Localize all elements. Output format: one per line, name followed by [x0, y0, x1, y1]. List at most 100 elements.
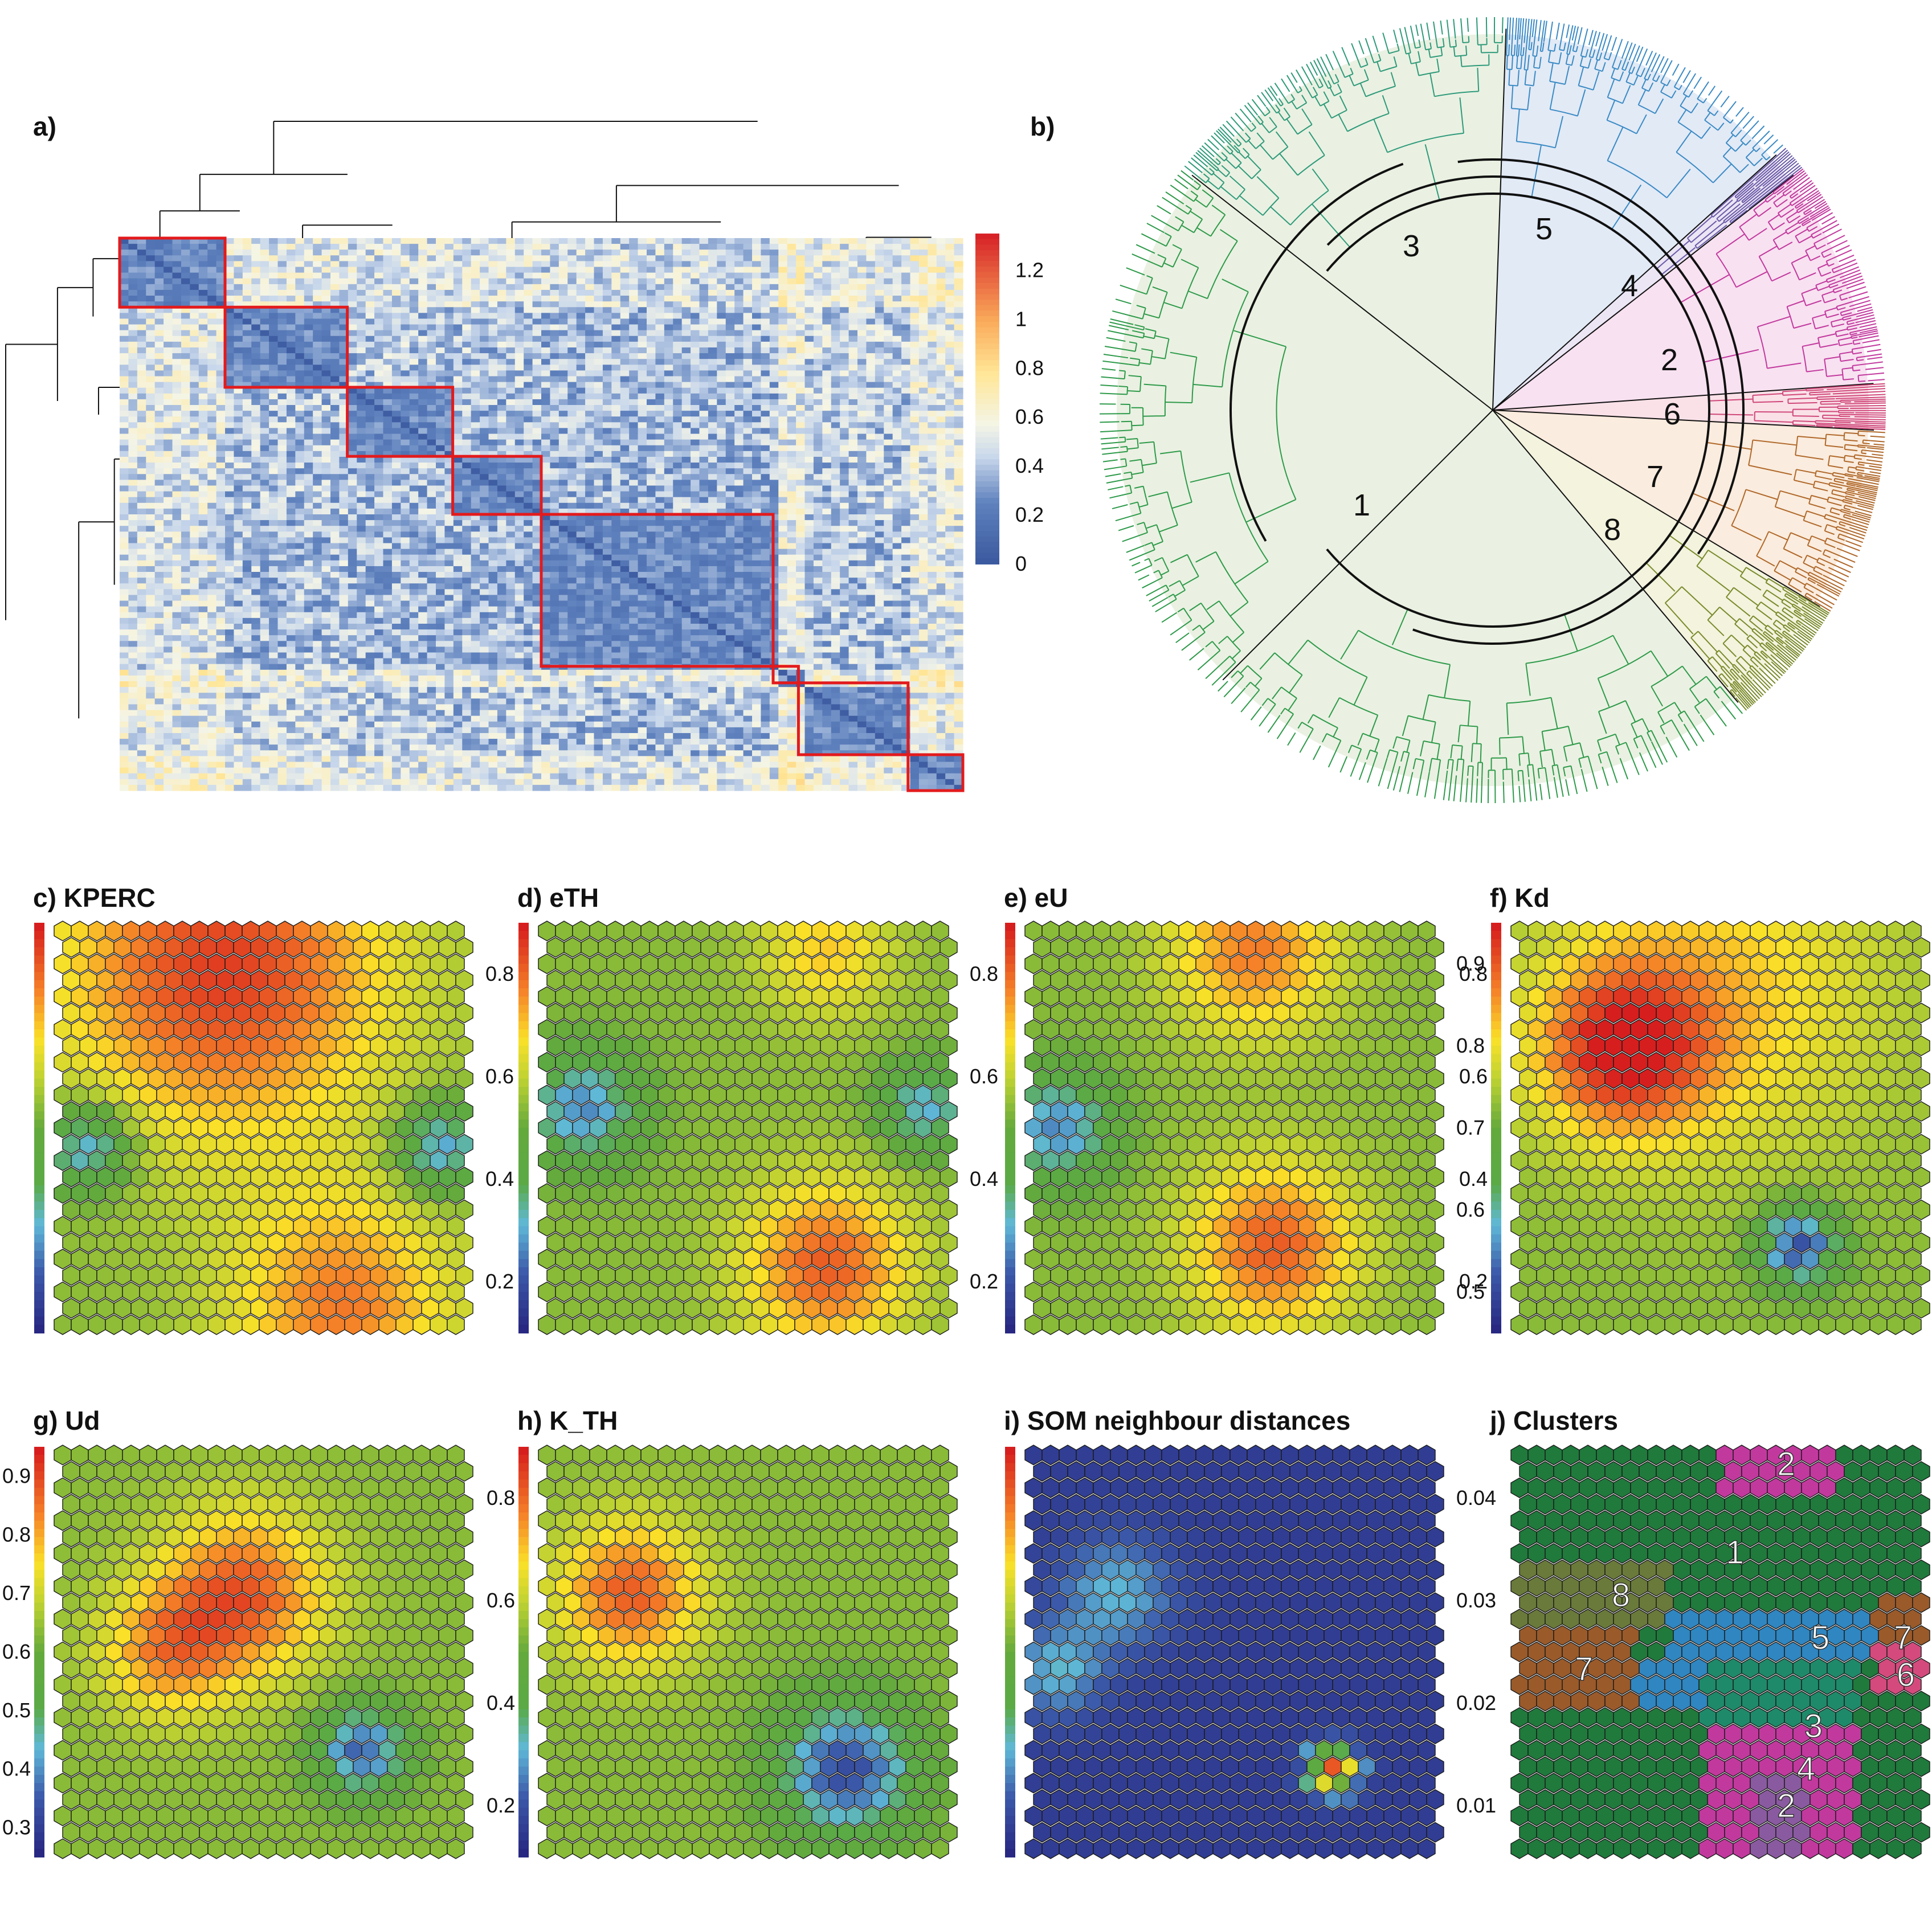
heatmap-cell: [611, 480, 621, 486]
heatmap-cell: [198, 445, 208, 452]
heatmap-cell: [831, 428, 840, 435]
heatmap-cell: [216, 468, 226, 474]
heatmap-cell: [655, 468, 665, 474]
heatmap-cell: [409, 313, 419, 320]
heatmap-cell: [120, 502, 129, 509]
heatmap-cell: [708, 497, 717, 504]
heatmap-cell: [892, 474, 902, 480]
heatmap-cell: [401, 387, 410, 394]
heatmap-cell: [365, 330, 375, 337]
heatmap-cell: [875, 502, 884, 509]
heatmap-cell: [524, 347, 533, 354]
heatmap-cell: [453, 502, 463, 509]
heatmap-cell: [313, 474, 322, 480]
heatmap-cell: [286, 261, 296, 268]
heatmap-cell: [602, 456, 612, 463]
heatmap-cell: [796, 249, 806, 256]
heatmap-cell: [602, 238, 612, 244]
heatmap-cell: [611, 324, 621, 331]
heatmap-cell: [831, 296, 840, 302]
heatmap-cell: [558, 238, 568, 244]
heatmap-cell: [225, 416, 235, 423]
heatmap-cell: [120, 313, 129, 320]
heatmap-cell: [164, 296, 173, 302]
heatmap-cell: [691, 267, 700, 273]
heatmap-cell: [488, 497, 498, 504]
heatmap-cell: [401, 301, 410, 308]
heatmap-cell: [514, 249, 524, 256]
heatmap-cell: [365, 480, 375, 486]
heatmap-cell: [164, 272, 173, 279]
heatmap-cell: [506, 296, 516, 302]
heatmap-cell: [514, 261, 524, 268]
heatmap-cell: [550, 422, 559, 429]
heatmap-cell: [295, 307, 305, 313]
heatmap-cell: [444, 439, 454, 446]
heatmap-cell: [822, 508, 832, 515]
heatmap-cell: [708, 439, 717, 446]
heatmap-cell: [673, 296, 683, 302]
heatmap-cell: [725, 376, 735, 383]
heatmap-cell: [506, 422, 516, 429]
heatmap-cell: [277, 474, 287, 480]
heatmap-cell: [172, 502, 182, 509]
heatmap-cell: [769, 456, 779, 463]
heatmap-cell: [225, 480, 235, 486]
heatmap-cell: [717, 502, 726, 509]
heatmap-cell: [330, 382, 340, 388]
heatmap-cell: [769, 370, 779, 377]
heatmap-cell: [813, 365, 823, 371]
heatmap-cell: [725, 480, 735, 486]
heatmap-cell: [304, 330, 313, 337]
heatmap-cell: [752, 411, 762, 417]
heatmap-cell: [743, 324, 753, 331]
heatmap-cell: [348, 468, 357, 474]
heatmap-cell: [717, 261, 726, 268]
heatmap-cell: [277, 330, 287, 337]
heatmap-cell: [269, 445, 279, 452]
heatmap-cell: [620, 485, 630, 492]
heatmap-cell: [567, 370, 577, 377]
heatmap-cell: [357, 313, 366, 320]
heatmap-cell: [857, 433, 867, 440]
heatmap-cell: [813, 428, 823, 435]
heatmap-cell: [647, 376, 656, 383]
heatmap-cell: [321, 393, 331, 400]
heatmap-cell: [286, 365, 296, 371]
heatmap-cell: [128, 439, 138, 446]
heatmap-cell: [734, 318, 744, 325]
heatmap-cell: [374, 244, 384, 250]
heatmap-cell: [717, 416, 726, 423]
heatmap-cell: [936, 330, 946, 337]
heatmap-cell: [594, 451, 603, 457]
heatmap-cell: [822, 267, 832, 273]
heatmap-cell: [260, 387, 269, 394]
heatmap-cell: [804, 474, 814, 480]
heatmap-cell: [277, 451, 287, 457]
heatmap-cell: [409, 439, 419, 446]
heatmap-cell: [743, 485, 753, 492]
heatmap-cell: [892, 324, 902, 331]
heatmap-cell: [304, 255, 313, 262]
heatmap-cell: [945, 313, 955, 320]
heatmap-cell: [321, 244, 331, 250]
heatmap-cell: [734, 335, 744, 342]
heatmap-cell: [207, 445, 217, 452]
heatmap-cell: [497, 313, 507, 320]
heatmap-cell: [295, 463, 305, 469]
heatmap-cell: [664, 272, 673, 279]
heatmap-cell: [840, 296, 849, 302]
heatmap-cell: [146, 445, 156, 452]
heatmap-cell: [242, 267, 252, 273]
heatmap-cell: [120, 480, 129, 486]
heatmap-cell: [585, 422, 595, 429]
heatmap-cell: [734, 330, 744, 337]
heatmap-cell: [602, 502, 612, 509]
heatmap-cell: [567, 399, 577, 406]
heatmap-cell: [857, 278, 867, 285]
heatmap-cell: [681, 428, 691, 435]
heatmap-cell: [691, 376, 700, 383]
heatmap-cell: [365, 405, 375, 411]
heatmap-cell: [348, 353, 357, 359]
heatmap-cell: [761, 405, 770, 411]
